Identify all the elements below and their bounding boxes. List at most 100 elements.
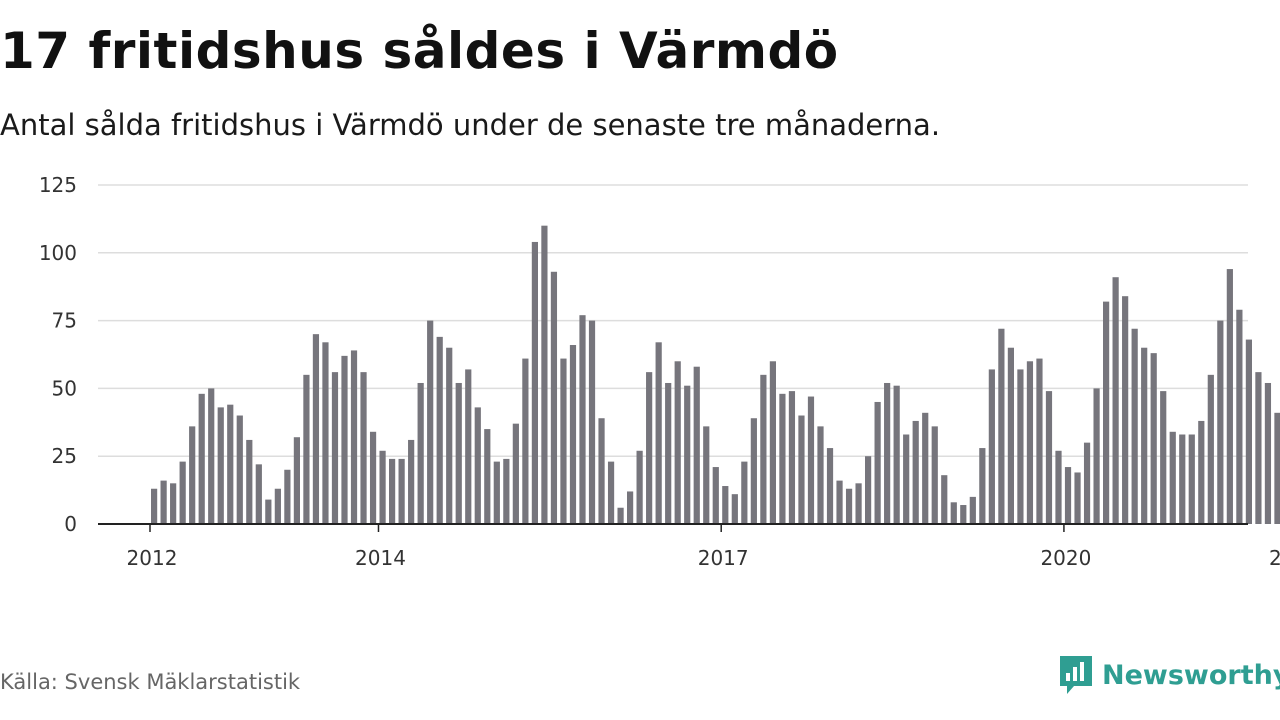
bar — [988, 369, 995, 524]
bar — [1103, 301, 1110, 524]
bar — [855, 483, 862, 524]
bar — [1007, 347, 1014, 524]
bar — [884, 382, 891, 524]
bar — [312, 334, 320, 524]
bar — [255, 464, 262, 524]
bar — [474, 407, 481, 524]
bar — [1169, 431, 1176, 524]
bar — [684, 385, 691, 524]
bar — [798, 415, 805, 524]
bar — [1026, 361, 1034, 524]
y-tick-label: 125 — [39, 173, 77, 197]
chart-title: 17 fritidshus såldes i Värmdö — [0, 22, 839, 80]
bar — [446, 347, 453, 524]
bar — [665, 382, 672, 524]
bar — [493, 461, 500, 524]
bar — [588, 320, 596, 524]
bar — [1217, 320, 1224, 524]
bar — [274, 488, 281, 524]
bar — [455, 382, 462, 524]
bar — [865, 456, 872, 524]
y-tick-label: 0 — [64, 512, 77, 536]
bar — [1198, 420, 1205, 524]
bar — [960, 505, 967, 524]
y-tick-label: 100 — [39, 241, 77, 265]
bar — [1141, 347, 1148, 524]
bar — [236, 415, 243, 524]
bar — [646, 372, 653, 524]
bar — [398, 458, 405, 524]
bar — [160, 480, 167, 524]
bar — [1274, 412, 1280, 524]
bar — [1122, 296, 1129, 524]
bar — [636, 450, 643, 524]
bar — [627, 491, 634, 524]
bar — [845, 488, 853, 524]
bar — [922, 412, 929, 524]
bar — [1093, 388, 1100, 524]
bar — [1255, 372, 1262, 524]
brand-name: Newsworthy — [1102, 659, 1280, 691]
bar — [1160, 391, 1167, 524]
bar — [408, 439, 415, 524]
bar — [350, 350, 358, 524]
x-tick-label: 2017 — [698, 546, 749, 570]
bar — [417, 382, 424, 524]
bar — [703, 426, 710, 524]
bar — [322, 342, 329, 524]
bar — [836, 480, 843, 524]
bar — [912, 420, 919, 524]
bar — [179, 461, 186, 524]
bar — [788, 391, 796, 524]
bar — [1036, 358, 1043, 524]
bar — [1179, 434, 1186, 524]
bar — [807, 396, 815, 524]
bar — [569, 345, 577, 524]
bar — [1083, 442, 1091, 524]
bar — [1112, 277, 1119, 524]
bar — [655, 342, 662, 524]
bar — [617, 507, 624, 524]
bar — [731, 494, 738, 524]
bar — [826, 448, 834, 524]
x-axis: 2012 2014 2017 2020 2022 — [98, 523, 1280, 570]
bar — [227, 404, 234, 524]
bar — [750, 418, 757, 524]
bar — [741, 461, 748, 524]
bar — [360, 372, 367, 524]
bar — [503, 458, 510, 524]
bar — [522, 358, 529, 524]
bar — [170, 483, 177, 524]
bar — [674, 361, 681, 524]
bar — [284, 469, 291, 524]
bar — [893, 385, 900, 524]
bar — [969, 496, 976, 524]
bar — [341, 355, 348, 524]
bar — [531, 241, 538, 524]
bar — [151, 488, 158, 524]
bar — [941, 475, 948, 524]
bar — [950, 502, 957, 524]
x-tick-label: 2022 — [1269, 546, 1280, 570]
brand-logo[interactable]: Newsworthy — [1058, 654, 1280, 696]
bar — [1150, 353, 1157, 524]
bar — [465, 369, 472, 524]
gridlines — [98, 184, 1248, 457]
bar — [712, 467, 719, 524]
bar — [1236, 309, 1243, 524]
bar — [979, 448, 986, 524]
bar — [693, 366, 700, 524]
bar — [369, 431, 377, 524]
x-tick-label: 2020 — [1040, 546, 1091, 570]
bar — [541, 225, 548, 524]
bar — [874, 401, 881, 524]
bar — [779, 393, 786, 524]
y-tick-label: 50 — [52, 376, 77, 400]
bar — [1226, 269, 1233, 524]
y-tick-label: 75 — [52, 309, 77, 333]
bar — [903, 434, 910, 524]
bar — [1264, 382, 1272, 524]
bar — [303, 374, 310, 524]
bar — [265, 499, 272, 524]
